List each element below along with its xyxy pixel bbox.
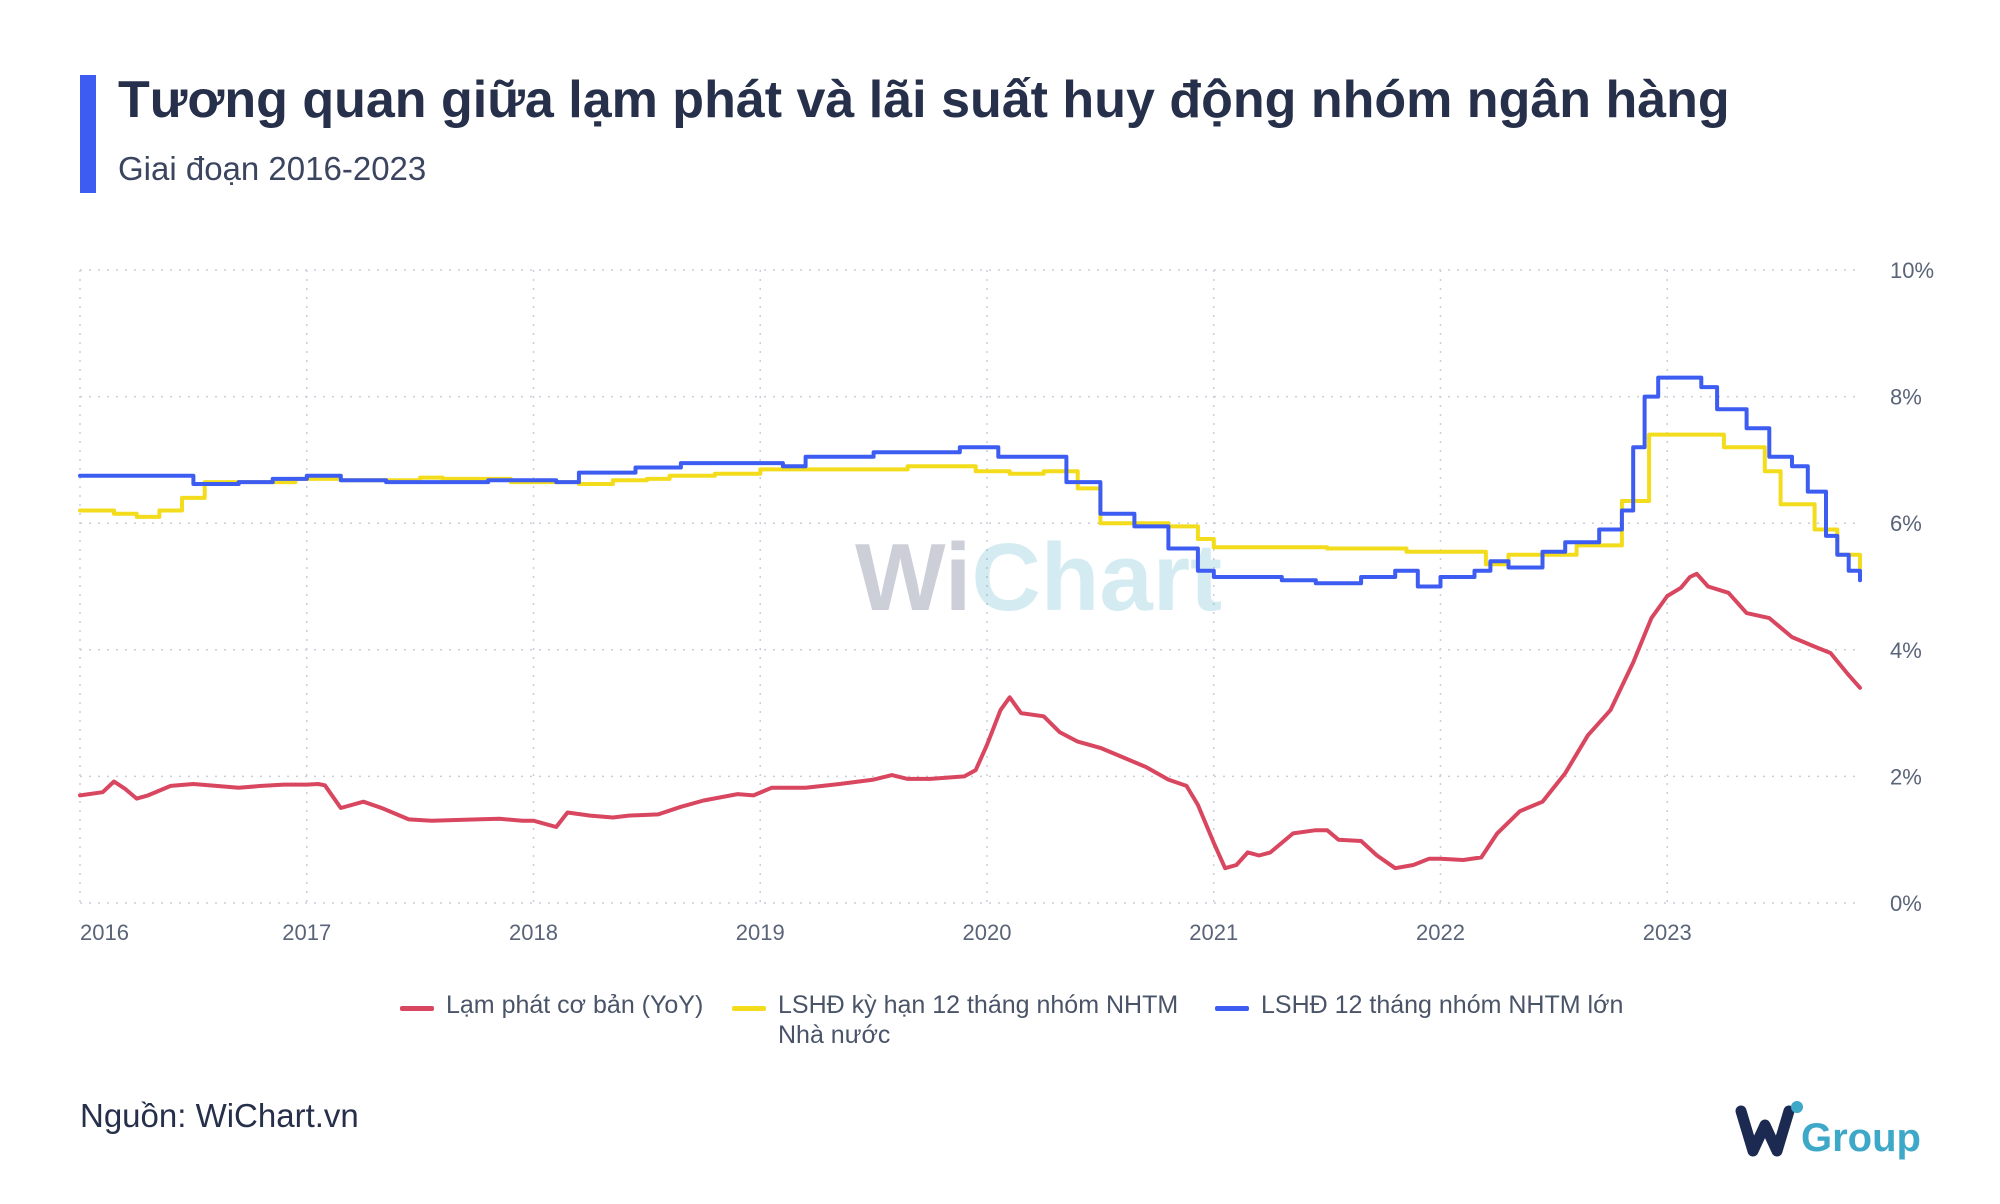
legend-label-state-bank: LSHĐ kỳ hạn 12 tháng nhóm NHTM Nhà nước bbox=[778, 991, 1179, 1049]
wichart-watermark: WiChart bbox=[855, 524, 1222, 631]
legend-swatch-large-bank bbox=[1215, 1006, 1249, 1011]
chart-series bbox=[78, 375, 1862, 871]
watermark-prefix: Wi bbox=[855, 524, 971, 631]
x-tick-label: 2019 bbox=[736, 920, 785, 945]
legend-swatch-inflation bbox=[400, 1006, 434, 1011]
legend-item-inflation: Lạm phát cơ bản (YoY) bbox=[400, 990, 703, 1020]
series-line-2 bbox=[78, 375, 1862, 589]
x-tick-label: 2023 bbox=[1643, 920, 1692, 945]
x-tick-label: 2017 bbox=[282, 920, 331, 945]
legend-label-large-bank: LSHĐ 12 tháng nhóm NHTM lớn bbox=[1261, 991, 1624, 1019]
watermark-word: Chart bbox=[971, 524, 1222, 631]
y-tick-label: 8% bbox=[1890, 385, 1922, 410]
brand-word: Group bbox=[1801, 1116, 1921, 1160]
page-title: Tương quan giữa lạm phát và lãi suất huy… bbox=[118, 71, 1730, 129]
svg-text:WiChart: WiChart bbox=[855, 524, 1222, 631]
legend-swatch-state-bank bbox=[732, 1006, 766, 1011]
legend-label-inflation: Lạm phát cơ bản (YoY) bbox=[446, 991, 704, 1019]
wigroup-logo: Group bbox=[1735, 1101, 1921, 1160]
brand-dot bbox=[1791, 1101, 1803, 1113]
y-tick-label: 2% bbox=[1890, 764, 1922, 789]
y-tick-label: 0% bbox=[1890, 891, 1922, 916]
axis-ticks: 0% 2% 4% 6% 8% 10% 2016 2017 2018 2019 2020 2021 202… bbox=[80, 258, 1934, 945]
x-tick-label: 2016 bbox=[80, 920, 129, 945]
legend-item-state-bank: LSHĐ kỳ hạn 12 tháng nhóm NHTM Nhà nước bbox=[732, 990, 1192, 1050]
x-tick-label: 2021 bbox=[1189, 920, 1238, 945]
title-accent-bar bbox=[80, 75, 96, 193]
x-tick-label: 2022 bbox=[1416, 920, 1465, 945]
x-tick-label: 2020 bbox=[963, 920, 1012, 945]
y-tick-label: 4% bbox=[1890, 638, 1922, 663]
brand-w-mark bbox=[1735, 1105, 1795, 1157]
series-line-0 bbox=[78, 571, 1862, 871]
page-subtitle: Giai đoạn 2016-2023 bbox=[118, 150, 427, 187]
legend-item-large-bank: LSHĐ 12 tháng nhóm NHTM lớn bbox=[1215, 990, 1623, 1020]
y-tick-label: 6% bbox=[1890, 511, 1922, 536]
y-tick-label: 10% bbox=[1890, 258, 1934, 283]
x-tick-label: 2018 bbox=[509, 920, 558, 945]
source-note: Nguồn: WiChart.vn bbox=[80, 1097, 359, 1134]
